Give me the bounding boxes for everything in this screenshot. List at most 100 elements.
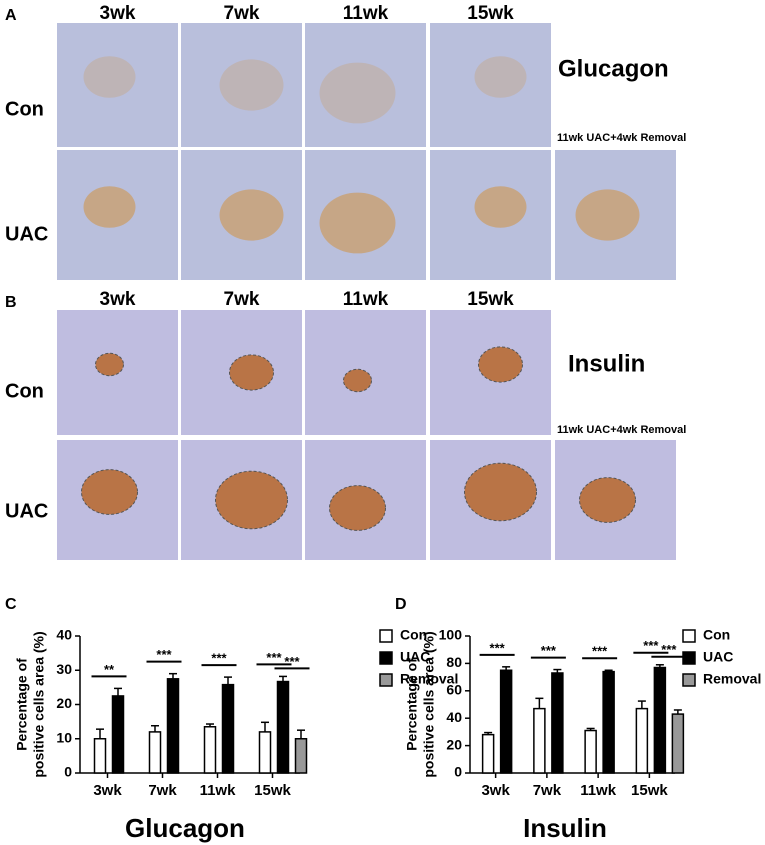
micrograph bbox=[57, 23, 178, 147]
islet bbox=[219, 59, 284, 111]
bar bbox=[653, 666, 667, 774]
legend-swatch bbox=[682, 651, 696, 665]
micrograph bbox=[181, 23, 302, 147]
x-tick-label: 15wk bbox=[254, 782, 291, 799]
bar bbox=[602, 670, 615, 774]
legend-label: Removal bbox=[703, 671, 761, 687]
row-label: UAC bbox=[5, 223, 48, 245]
bar bbox=[533, 707, 546, 774]
legend-swatch bbox=[379, 629, 393, 643]
y-axis-label: Percentage of bbox=[14, 658, 30, 751]
legend-label: UAC bbox=[703, 649, 733, 665]
row-label: Con bbox=[5, 380, 44, 402]
islet bbox=[575, 189, 640, 241]
chart-title: Glucagon bbox=[125, 813, 245, 843]
x-tick-label: 11wk bbox=[580, 782, 617, 799]
islet bbox=[95, 352, 124, 377]
islet bbox=[319, 192, 396, 254]
bar bbox=[294, 738, 308, 774]
bar bbox=[584, 729, 597, 774]
islet bbox=[329, 485, 386, 531]
y-tick-label: 100 bbox=[439, 627, 463, 643]
islet bbox=[579, 477, 636, 523]
legend-label: Removal bbox=[400, 671, 458, 687]
y-tick-label: 20 bbox=[56, 695, 72, 711]
significance-label: *** bbox=[490, 640, 506, 655]
islet bbox=[474, 56, 527, 98]
x-tick-label: 11wk bbox=[200, 782, 237, 799]
significance-label: *** bbox=[643, 638, 659, 653]
islet bbox=[219, 189, 284, 241]
islet bbox=[464, 462, 537, 522]
islet bbox=[478, 346, 523, 383]
y-tick-label: 40 bbox=[446, 709, 462, 725]
legend-swatch bbox=[682, 673, 696, 687]
islet bbox=[229, 354, 274, 391]
islet bbox=[343, 368, 372, 393]
removal-label: 11wk UAC+4wk Removal bbox=[557, 132, 686, 144]
significance-label: *** bbox=[284, 654, 300, 669]
bar bbox=[481, 733, 495, 774]
legend-swatch bbox=[682, 629, 696, 643]
legend-swatch bbox=[379, 651, 393, 665]
bar bbox=[148, 731, 162, 774]
islet bbox=[83, 186, 136, 228]
row-label: UAC bbox=[5, 500, 48, 522]
islet bbox=[81, 469, 138, 515]
significance-label: *** bbox=[541, 643, 557, 658]
bar bbox=[93, 738, 107, 774]
bar bbox=[166, 678, 180, 774]
panel-letter: B bbox=[5, 294, 17, 311]
y-tick-label: 0 bbox=[64, 764, 72, 780]
y-axis-label: Percentage of bbox=[404, 658, 420, 751]
panel-letter: A bbox=[5, 7, 17, 24]
significance-label: *** bbox=[211, 651, 227, 666]
column-header: 3wk bbox=[100, 3, 136, 24]
legend-label: Con bbox=[400, 627, 427, 643]
column-header: 7wk bbox=[224, 289, 260, 310]
y-axis-label: positive cells area (%) bbox=[421, 631, 437, 777]
islet bbox=[83, 56, 136, 98]
legend-swatch bbox=[379, 673, 393, 687]
bar bbox=[551, 672, 564, 774]
legend-label: Con bbox=[703, 627, 730, 643]
bar bbox=[203, 726, 217, 774]
column-header: 15wk bbox=[467, 289, 514, 310]
significance-label: *** bbox=[661, 642, 677, 657]
stain-label: Glucagon bbox=[558, 55, 669, 82]
significance-label: *** bbox=[156, 647, 172, 662]
bar bbox=[276, 680, 290, 774]
bar bbox=[258, 731, 272, 774]
bar bbox=[221, 683, 235, 774]
significance-label: *** bbox=[592, 644, 608, 659]
bar bbox=[499, 669, 513, 774]
y-tick-label: 30 bbox=[56, 661, 72, 677]
column-header: 11wk bbox=[343, 289, 389, 310]
x-tick-label: 3wk bbox=[481, 782, 510, 799]
islet bbox=[319, 62, 396, 124]
bar bbox=[671, 713, 685, 774]
panel-letter: C bbox=[5, 596, 17, 613]
islet bbox=[474, 186, 527, 228]
row-label: Con bbox=[5, 98, 44, 120]
column-header: 15wk bbox=[467, 3, 514, 24]
column-header: 7wk bbox=[224, 3, 260, 24]
bar bbox=[635, 707, 649, 774]
x-tick-label: 7wk bbox=[533, 782, 562, 799]
x-tick-label: 3wk bbox=[93, 782, 122, 799]
micrograph bbox=[430, 23, 551, 147]
chart-title: Insulin bbox=[523, 813, 607, 843]
significance-label: ** bbox=[104, 662, 115, 677]
y-axis-label: positive cells area (%) bbox=[31, 631, 47, 777]
column-header: 11wk bbox=[343, 3, 389, 24]
legend-label: UAC bbox=[400, 649, 430, 665]
panel-letter: D bbox=[395, 596, 407, 613]
y-tick-label: 20 bbox=[446, 736, 462, 752]
removal-label: 11wk UAC+4wk Removal bbox=[557, 424, 686, 436]
bar bbox=[111, 695, 125, 774]
x-tick-label: 7wk bbox=[148, 782, 177, 799]
x-tick-label: 15wk bbox=[631, 782, 668, 799]
y-tick-label: 40 bbox=[56, 627, 72, 643]
y-tick-label: 60 bbox=[446, 682, 462, 698]
